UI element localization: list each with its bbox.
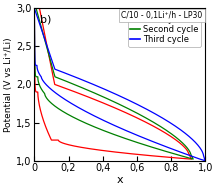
X-axis label: x: x [117,175,123,185]
Text: b): b) [40,14,52,24]
Legend: First cycle, Second cycle, Third cycle: First cycle, Second cycle, Third cycle [128,12,201,47]
Text: C/10 - 0,1Li⁺/h - LP30: C/10 - 0,1Li⁺/h - LP30 [121,11,202,20]
Y-axis label: Potential (V vs Li⁺/Li): Potential (V vs Li⁺/Li) [4,37,13,132]
